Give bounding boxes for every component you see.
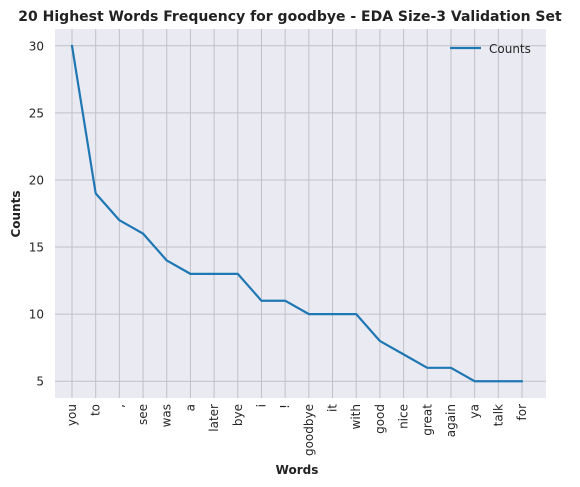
x-tick-label: ! [278,404,292,409]
y-tick-label: 30 [29,39,44,53]
x-tick-label: with [349,404,363,429]
x-axis-label: Words [276,463,319,477]
x-tick-label: ya [468,404,482,418]
x-tick-label: bye [231,404,245,426]
y-tick-label: 5 [36,375,44,389]
x-tick-label: was [160,404,174,427]
x-tick-label: nice [397,404,411,429]
x-axis-ticks: you to, see was a later bye i! goodbye it with good… [65,404,529,456]
x-tick-label: , [112,404,126,408]
x-tick-label: goodbye [302,404,316,456]
x-tick-label: see [136,404,150,425]
x-tick-label: to [89,404,103,416]
x-tick-label: i [254,404,268,407]
x-tick-label: good [373,404,387,434]
legend-label: Counts [489,42,531,56]
grid [55,29,546,398]
x-tick-label: talk [491,404,505,426]
y-axis-label: Counts [9,190,23,237]
y-tick-label: 15 [29,241,44,255]
y-tick-label: 20 [29,173,44,187]
x-tick-label: great [420,404,434,436]
x-tick-label: you [65,404,79,426]
x-tick-label: again [444,404,458,437]
chart-title: 20 Highest Words Frequency for goodbye -… [18,9,562,25]
y-tick-label: 25 [29,106,44,120]
x-tick-label: for [515,404,529,421]
legend: Counts [450,42,531,56]
plot-area [55,29,546,398]
x-tick-label: it [326,404,340,412]
x-tick-label: a [183,404,197,411]
y-tick-label: 10 [29,308,44,322]
y-axis-ticks: 5 10 15 20 25 30 [29,39,44,388]
x-tick-label: later [207,404,221,432]
series-line-counts [70,44,524,383]
